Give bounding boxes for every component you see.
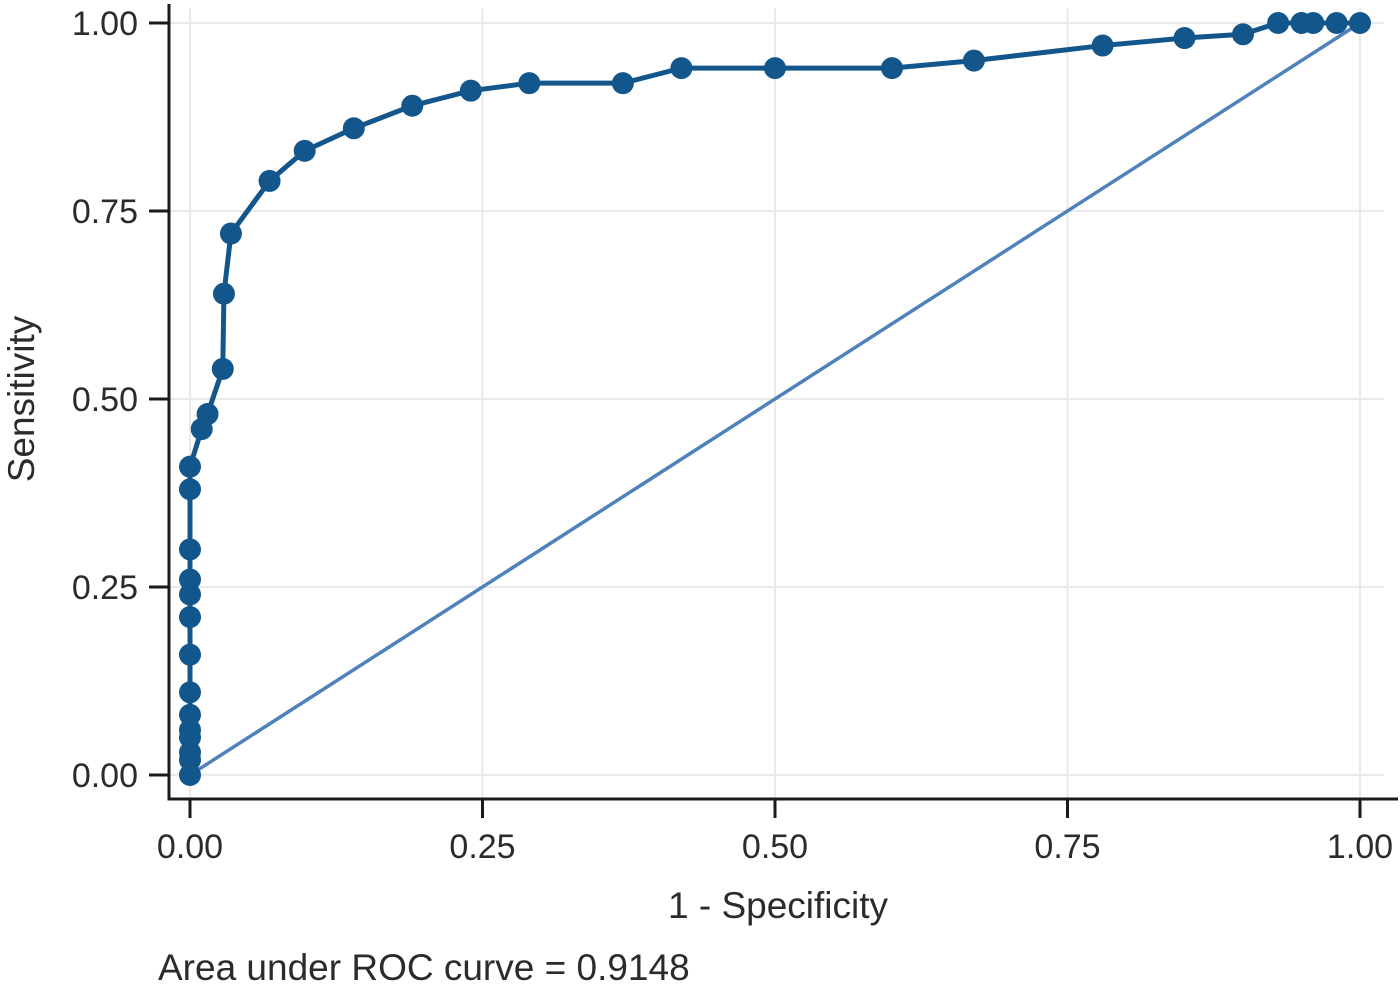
- roc-point: [179, 538, 201, 561]
- roc-point: [293, 139, 316, 162]
- roc-point: [179, 643, 201, 666]
- x-tick-label: 0.00: [157, 828, 223, 866]
- x-tick-label: 1.00: [1327, 828, 1393, 866]
- roc-point: [518, 72, 541, 95]
- roc-point: [179, 583, 201, 606]
- roc-point: [179, 455, 201, 478]
- roc-point: [459, 79, 482, 102]
- roc-point: [342, 117, 365, 140]
- roc-point: [1091, 34, 1114, 57]
- roc-point: [764, 57, 786, 80]
- roc-point: [179, 703, 201, 726]
- roc-point: [1302, 12, 1325, 34]
- roc-point: [212, 282, 235, 305]
- x-tick-label: 0.50: [742, 828, 808, 866]
- x-axis-title: 1 - Specificity: [668, 885, 889, 926]
- roc-point: [962, 49, 985, 72]
- roc-point: [179, 606, 201, 629]
- axes: [149, 4, 1398, 818]
- roc-point: [219, 222, 242, 245]
- x-tick-label: 0.25: [449, 828, 515, 866]
- roc-point: [1267, 12, 1290, 34]
- y-tick-label: 0.50: [72, 381, 138, 419]
- roc-point: [1325, 12, 1348, 34]
- roc-point: [1232, 23, 1254, 46]
- auc-annotation: Area under ROC curve = 0.9148: [158, 947, 690, 988]
- roc-point: [1173, 27, 1196, 50]
- roc-point: [179, 741, 201, 764]
- roc-point: [881, 57, 903, 80]
- y-tick-label: 0.25: [72, 569, 138, 607]
- gridlines: [169, 8, 1384, 799]
- tick-labels: 0.00 0.25 0.50 0.75 1.00 0.00 0.25 0.50 0.75 1.00: [72, 5, 1393, 866]
- roc-point: [179, 764, 201, 786]
- series-group: [179, 12, 1371, 786]
- roc-point: [179, 718, 201, 741]
- roc-point: [258, 169, 281, 192]
- y-tick-label: 1.00: [72, 5, 138, 43]
- y-axis-title: Sensitivity: [1, 315, 42, 482]
- roc-point: [179, 681, 201, 704]
- roc-point: [670, 57, 693, 80]
- roc-point: [179, 478, 201, 501]
- reference-diagonal-line: [189, 21, 1361, 777]
- roc-point: [611, 72, 634, 95]
- roc-point: [1349, 12, 1371, 34]
- x-tick-label: 0.75: [1034, 828, 1100, 866]
- roc-point: [401, 94, 424, 117]
- y-tick-label: 0.75: [72, 193, 138, 231]
- roc-point: [196, 403, 219, 426]
- roc-point: [211, 357, 234, 380]
- roc-point: [179, 568, 201, 591]
- y-tick-label: 0.00: [72, 757, 138, 795]
